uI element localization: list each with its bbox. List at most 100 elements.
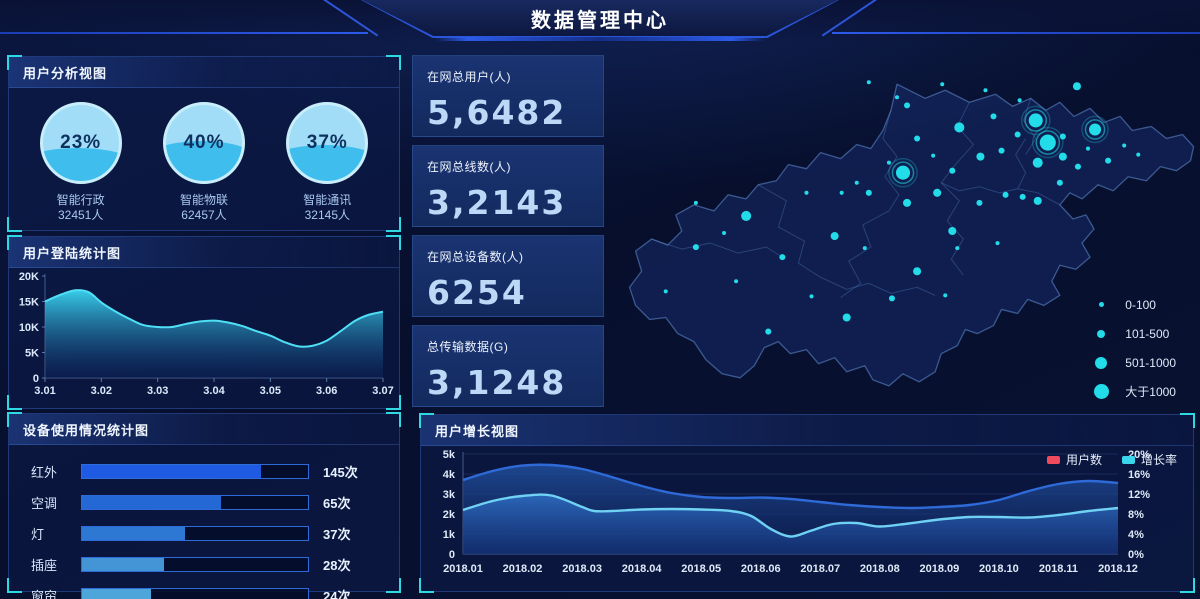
- legend-label: 大于1000: [1125, 385, 1176, 399]
- device-value: 145次: [323, 464, 358, 480]
- growth-legend: 用户数 增长率: [1046, 451, 1177, 468]
- svg-text:3.01: 3.01: [34, 385, 55, 397]
- corner-decoration: [386, 217, 401, 232]
- stat-card: 在网总设备数(人) 6254: [412, 235, 604, 317]
- panel-title: 设备使用情况统计图: [23, 422, 150, 438]
- svg-text:1k: 1k: [443, 529, 456, 541]
- growth-line-1: [462, 493, 1119, 538]
- panel-header: 设备使用情况统计图: [9, 414, 399, 445]
- device-row: 红外 145次: [31, 461, 381, 481]
- gauge-wave: [42, 147, 119, 181]
- panel-user-growth: 用户增长视图 用户数 增长率 0 1k 2k 3k 4k 5k 0% 4% 8% 12% 16% 20%…: [419, 413, 1195, 593]
- corner-decoration: [7, 412, 22, 427]
- device-bar-track: [81, 556, 309, 572]
- login-line: [44, 289, 384, 348]
- corner-decoration: [1180, 413, 1195, 428]
- corner-decoration: [386, 235, 401, 250]
- svg-text:3.02: 3.02: [91, 385, 112, 397]
- panel-header: 用户登陆统计图: [9, 237, 399, 268]
- gauge-row: 23% 智能行政 32451人 40% 智能物联 62457人 37% 智能通讯 32145人: [9, 88, 399, 223]
- corner-decoration: [386, 578, 401, 593]
- svg-text:2018.09: 2018.09: [919, 563, 959, 575]
- device-bar-track: [81, 525, 309, 541]
- legend-dot: [1095, 356, 1108, 369]
- gauge-label: 智能通讯: [303, 193, 352, 207]
- device-value: 37次: [323, 526, 351, 542]
- legend-item: 0-100: [1093, 290, 1176, 319]
- stat-label: 在网总设备数(人): [427, 250, 524, 264]
- device-bars: 红外 145次 空调 65次灯 37次 插座 28次 窗帘 24次: [9, 445, 399, 599]
- panel-header: 用户增长视图: [421, 415, 1193, 446]
- device-row: 窗帘 24次: [31, 585, 381, 599]
- stat-card: 在网总用户(人) 5,6482: [412, 55, 604, 137]
- svg-text:10K: 10K: [19, 322, 39, 334]
- svg-text:4%: 4%: [1128, 529, 1144, 541]
- gauge-circle: 23%: [39, 102, 122, 184]
- svg-text:2018.04: 2018.04: [622, 563, 663, 575]
- login-axis-labels: 0 5K 10K 15K 20K 3.01 3.02 3.03 3.04 3.05 3.06 3.07: [19, 271, 394, 397]
- svg-text:2018.01: 2018.01: [443, 563, 483, 575]
- gauge: 40% 智能物联 62457人: [149, 102, 259, 223]
- svg-text:8%: 8%: [1128, 509, 1144, 521]
- legend-label: 0-100: [1125, 297, 1156, 312]
- gauge-circle: 37%: [286, 102, 369, 184]
- stat-card: 总传输数据(G) 3,1248: [412, 325, 604, 407]
- svg-text:2k: 2k: [443, 509, 456, 521]
- corner-decoration: [7, 235, 22, 250]
- gauge-percent: 23%: [60, 132, 102, 153]
- device-label: 插座: [31, 557, 58, 573]
- header-line-left: [0, 32, 368, 34]
- stat-value: 3,1248: [427, 363, 567, 402]
- gauge-circle: 40%: [162, 102, 245, 184]
- svg-text:0%: 0%: [1128, 549, 1144, 561]
- panel-login-stats: 用户登陆统计图 0 5K 10K 15K 20K 3.01 3.02 3.03 3.04 3.05…: [7, 235, 401, 410]
- gauge-label: 智能行政: [56, 193, 105, 207]
- header-line-right: [832, 32, 1200, 34]
- gauge-percent: 37%: [306, 132, 348, 153]
- device-value: 65次: [323, 495, 351, 511]
- stat-value: 6254: [427, 273, 527, 312]
- device-row: 插座 28次: [31, 554, 381, 574]
- legend-marker: [1046, 455, 1060, 464]
- svg-text:3.05: 3.05: [260, 385, 281, 397]
- legend-item: 大于1000: [1093, 377, 1176, 406]
- stat-cards: 在网总用户(人) 5,6482 在网总线数(人) 3,2143 在网总设备数(人) 625…: [412, 55, 604, 407]
- gauge-wave: [165, 141, 242, 181]
- corner-decoration: [386, 55, 401, 70]
- device-value: 28次: [323, 557, 351, 573]
- stat-label: 在网总用户(人): [427, 70, 511, 84]
- svg-text:3k: 3k: [443, 489, 456, 501]
- svg-text:2018.02: 2018.02: [503, 563, 543, 575]
- device-bar-track: [81, 494, 309, 510]
- legend-item: 501-1000: [1093, 348, 1176, 377]
- device-row: 灯 37次: [31, 523, 381, 543]
- panel-title: 用户增长视图: [435, 423, 520, 439]
- device-label: 红外: [31, 464, 58, 480]
- svg-text:2018.06: 2018.06: [741, 563, 781, 575]
- panel-device-usage: 设备使用情况统计图 红外 145次 空调 65次灯 37次 插座 28次 窗帘 24次: [7, 412, 401, 599]
- svg-text:2018.11: 2018.11: [1039, 563, 1078, 575]
- legend-label: 501-1000: [1125, 355, 1176, 370]
- legend-label: 增长率: [1140, 453, 1177, 467]
- legend-label: 用户数: [1065, 453, 1102, 467]
- corner-decoration: [1180, 578, 1195, 593]
- gauge-count: 32451人: [57, 208, 104, 222]
- panel-user-analysis: 用户分析视图 23% 智能行政 32451人 40% 智能物联 62457人 37% 智能通讯…: [7, 55, 401, 232]
- map-points: [663, 80, 1141, 335]
- gauge: 23% 智能行政 32451人: [26, 102, 136, 223]
- svg-text:2018.12: 2018.12: [1098, 563, 1138, 575]
- stat-value: 3,2143: [427, 183, 567, 222]
- map-outline: [628, 83, 1195, 387]
- stat-value: 5,6482: [427, 93, 567, 132]
- device-bar-track: [81, 587, 309, 599]
- device-bar-fill: [82, 526, 185, 540]
- gauge-wave: [289, 144, 366, 181]
- legend-item: 增长率: [1121, 451, 1177, 468]
- svg-text:5k: 5k: [443, 449, 456, 461]
- region-map: 0-100 101-500 501-1000 大于1000: [604, 42, 1200, 414]
- device-bar-fill: [82, 495, 221, 509]
- corner-decoration: [386, 395, 401, 410]
- legend-marker: [1121, 455, 1135, 464]
